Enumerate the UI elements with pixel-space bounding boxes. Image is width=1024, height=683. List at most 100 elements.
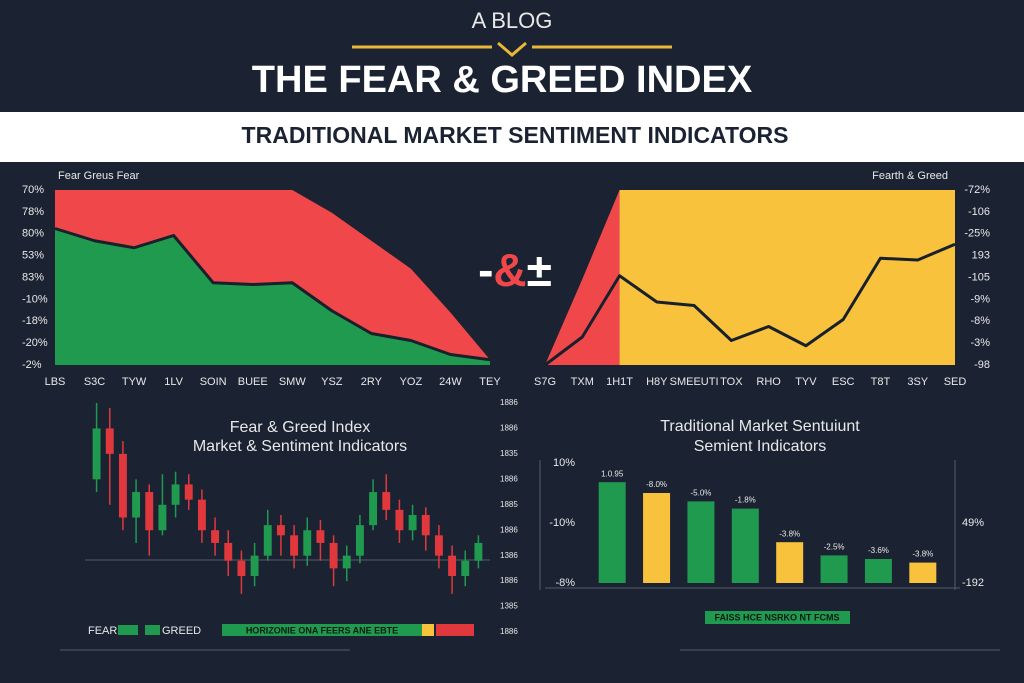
candle-body bbox=[197, 499, 206, 531]
legend-swatch bbox=[436, 624, 474, 636]
y-tick-label: 1886 bbox=[500, 576, 518, 585]
legend-swatch bbox=[145, 625, 160, 635]
x-tick-label: 1H1T bbox=[606, 376, 633, 388]
kicker: A BLOG bbox=[472, 8, 553, 33]
candle-body bbox=[92, 428, 101, 480]
candle-body bbox=[434, 535, 443, 556]
y-tick-label: -8% bbox=[555, 577, 575, 589]
bar-label: 1.0.95 bbox=[601, 469, 624, 478]
candle-body bbox=[250, 555, 259, 577]
y-tick-label: -2% bbox=[22, 359, 42, 371]
bar bbox=[643, 493, 671, 583]
legend-fear: FEAR bbox=[88, 625, 117, 637]
chart-title: Traditional Market Sentuiunt bbox=[660, 418, 860, 435]
y-tick-label: 1885 bbox=[500, 500, 518, 509]
x-tick-label: TXM bbox=[571, 376, 594, 388]
candle-body bbox=[105, 428, 114, 454]
y-tick-label: 53% bbox=[22, 250, 44, 262]
y-tick-label: 70% bbox=[22, 184, 44, 196]
y-tick-label: 1886 bbox=[500, 398, 518, 407]
y-tick-label: -20% bbox=[22, 337, 48, 349]
candle-body bbox=[421, 514, 430, 536]
chart-subtitle: Market & Sentiment Indicators bbox=[193, 438, 407, 455]
y-tick-label: -9% bbox=[970, 293, 990, 305]
candle-body bbox=[276, 525, 285, 536]
candle-body bbox=[474, 542, 483, 561]
y-tick-label: -8% bbox=[970, 315, 990, 327]
x-tick-label: SOIN bbox=[200, 376, 227, 388]
bar bbox=[820, 555, 848, 583]
chevron bbox=[497, 41, 527, 57]
bar-label: -8.0% bbox=[646, 480, 667, 489]
x-tick-label: 1LV bbox=[164, 376, 183, 388]
candle-body bbox=[158, 504, 167, 531]
chart-subtitle: Semient Indicators bbox=[694, 438, 827, 455]
candle-body bbox=[342, 555, 351, 569]
y-tick-label: -106 bbox=[968, 206, 990, 218]
candle-body bbox=[118, 453, 127, 518]
y-tick-label: 80% bbox=[22, 228, 44, 240]
candle-body bbox=[224, 542, 233, 561]
bar bbox=[731, 508, 759, 583]
y-tick-label: -72% bbox=[964, 184, 990, 196]
area bbox=[545, 190, 620, 365]
candle-body bbox=[355, 525, 364, 556]
bar-label: -1.8% bbox=[735, 496, 756, 505]
bar-label: -3.8% bbox=[912, 550, 933, 559]
candle-body bbox=[145, 492, 154, 531]
bar-label: -2.5% bbox=[824, 543, 845, 552]
bar-label: -3.6% bbox=[868, 546, 889, 555]
bar bbox=[864, 559, 892, 583]
y-tick-label: -3% bbox=[970, 337, 990, 349]
subtitle-band bbox=[0, 112, 1024, 162]
x-tick-label: 2RY bbox=[361, 376, 383, 388]
x-tick-label: 3SY bbox=[907, 376, 928, 388]
x-tick-label: LBS bbox=[45, 376, 66, 388]
x-tick-label: T8T bbox=[871, 376, 891, 388]
y-tick-label: 1886 bbox=[500, 474, 518, 483]
y-tick-label: 1385 bbox=[500, 602, 518, 611]
legend-note: HORIZONIE ONA FEERS ANE EBTE bbox=[246, 625, 398, 635]
y-tick-label: 193 bbox=[972, 250, 990, 262]
x-tick-label: YSZ bbox=[321, 376, 343, 388]
footer-band bbox=[705, 611, 850, 624]
chart-title: Fear & Greed Index bbox=[230, 419, 371, 436]
candle-body bbox=[382, 492, 391, 510]
subtitle: TRADITIONAL MARKET SENTIMENT INDICATORS bbox=[242, 122, 789, 148]
candle-body bbox=[132, 492, 141, 518]
legend-swatch bbox=[118, 625, 138, 635]
candle-body bbox=[329, 542, 338, 569]
bar bbox=[909, 562, 937, 583]
candle-body bbox=[461, 560, 470, 577]
x-tick-label: SMW bbox=[279, 376, 307, 388]
candle-body bbox=[237, 560, 246, 577]
candle-body bbox=[303, 530, 312, 556]
chart-footer: FAISS HCE NSRKO NT FCMS bbox=[714, 612, 839, 622]
mark-left: - bbox=[478, 244, 493, 296]
candle-body bbox=[171, 484, 180, 505]
candle-body bbox=[369, 492, 378, 526]
chart-label: Fearth & Greed bbox=[872, 170, 948, 182]
y-tick-label: 1886 bbox=[500, 627, 518, 636]
x-tick-label: TEY bbox=[479, 376, 501, 388]
x-tick-label: RHO bbox=[756, 376, 781, 388]
candle-body bbox=[290, 535, 299, 556]
y-tick-label: -105 bbox=[968, 271, 990, 283]
candle-body bbox=[316, 530, 325, 543]
y-tick-label: -98 bbox=[974, 359, 990, 371]
area bbox=[55, 228, 490, 365]
x-tick-label: TYW bbox=[122, 376, 147, 388]
y-tick-label: 78% bbox=[22, 206, 44, 218]
area bbox=[619, 190, 955, 365]
candle-body bbox=[395, 509, 404, 531]
center-mark: -&± bbox=[478, 244, 552, 296]
chart-label: Fear Greus Fear bbox=[58, 170, 140, 182]
bar bbox=[687, 501, 715, 583]
bar-label: -3.8% bbox=[779, 529, 800, 538]
y-tick-label: 49% bbox=[962, 517, 984, 529]
bar bbox=[598, 482, 626, 583]
x-tick-label: 24W bbox=[439, 376, 462, 388]
bar-label: -5.0% bbox=[690, 489, 711, 498]
x-tick-label: S3C bbox=[84, 376, 105, 388]
